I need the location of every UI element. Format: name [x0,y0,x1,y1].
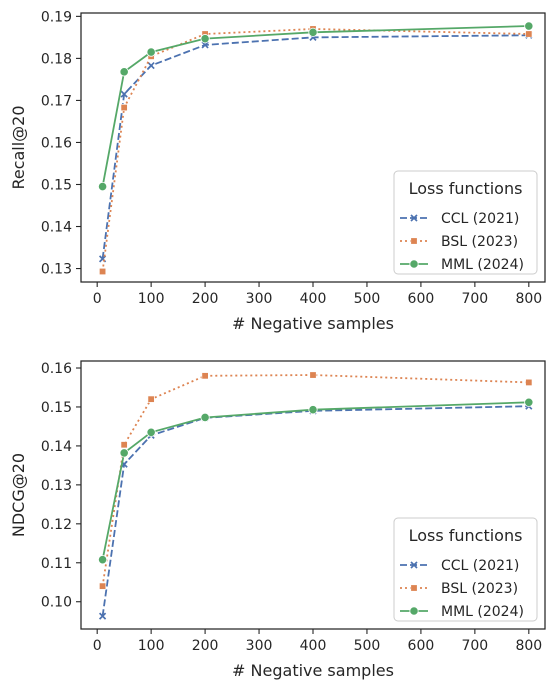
chart-1: 0 100 200 300 400 500 600 700 800 0.13 0.14 0.15 0.1… [9,9,546,333]
data-point [98,612,107,620]
x-tick-label: 400 [300,291,327,307]
legend-box [393,517,538,622]
legend-title: Loss functions [409,526,523,545]
x-tick-label: 600 [408,291,435,307]
y-tick-label: 0.15 [41,400,72,416]
data-point [120,441,128,449]
y-axis-label: Recall@20 [9,105,28,189]
data-point [524,397,534,407]
legend-entry: CCL (2021) [441,211,519,227]
legend-marker [409,606,419,616]
legend: Loss functions CCL (2021) BSL (2023) MML (2… [393,517,538,622]
x-axis-label: # Negative samples [232,314,394,333]
x-tick-label: 800 [515,638,542,654]
legend-marker [410,561,418,569]
data-point [99,582,107,590]
data-point [119,67,129,77]
x-axis-label: # Negative samples [232,661,394,680]
y-tick-label: 0.15 [41,177,72,193]
legend-entry: CCL (2021) [441,558,519,574]
legend-marker [409,259,419,269]
y-tick-label: 0.12 [41,517,72,533]
x-tick-label: 700 [461,638,488,654]
legend-title: Loss functions [409,179,523,198]
data-point [119,448,129,458]
data-point [97,555,108,565]
legend: Loss functions CCL (2021) BSL (2023) MML (2… [393,170,538,275]
data-point [120,104,128,112]
series-line-x [101,34,529,259]
x-tick-label: 0 [93,291,102,307]
y-tick-label: 0.11 [41,556,72,572]
x-tick-label: 200 [192,291,219,307]
legend-marker [410,237,418,245]
data-point [147,395,155,403]
x-tick-label: 200 [192,638,219,654]
x-tick-label: 100 [138,291,165,307]
legend-box [393,170,538,275]
x-tick-label: 600 [408,638,435,654]
series-line-square [101,374,529,587]
series-line-circle [101,25,529,187]
series-line-circle [101,401,529,560]
legend-marker [410,584,418,592]
data-point [525,30,533,38]
data-point [146,47,156,57]
data-point [201,372,209,380]
x-tick-label: 300 [246,291,273,307]
data-point [525,378,533,386]
y-tick-label: 0.14 [41,439,72,455]
data-point [200,34,210,44]
x-tick-label: 0 [93,638,102,654]
data-point [308,27,318,37]
series-line-square [101,28,529,272]
chart-2: 0 100 200 300 400 500 600 700 800 0.10 0.11 0.12 0.1… [9,360,546,680]
series-line-x [101,405,529,617]
x-tick-label: 400 [300,638,327,654]
data-point [524,21,534,31]
x-tick-label: 700 [461,291,488,307]
data-point [120,90,128,98]
x-tick-label: 500 [354,291,381,307]
y-axis-label: NDCG@20 [9,453,28,537]
x-tick-label: 800 [515,291,542,307]
data-point [309,371,317,379]
data-point [308,405,318,415]
data-point [99,267,107,275]
legend-entry: MML (2024) [441,604,524,620]
x-tick-label: 300 [246,638,273,654]
data-point [146,427,156,437]
y-tick-label: 0.14 [41,220,72,236]
y-tick-label: 0.18 [41,51,72,67]
y-tick-label: 0.10 [41,595,72,611]
legend-marker [410,214,418,222]
data-point [147,61,155,70]
y-tick-label: 0.13 [41,262,72,278]
legend-entry: BSL (2023) [441,581,518,597]
x-tick-label: 100 [138,638,165,654]
data-point [201,41,209,49]
legend-entry: MML (2024) [441,257,524,273]
y-tick-label: 0.13 [41,478,72,494]
y-tick-label: 0.16 [41,135,72,151]
x-tick-label: 500 [354,638,381,654]
legend-entry: BSL (2023) [441,234,518,250]
data-point [200,412,210,423]
y-tick-label: 0.19 [41,9,72,25]
y-tick-label: 0.16 [41,361,72,377]
y-tick-label: 0.17 [41,93,72,109]
data-point [97,181,108,192]
